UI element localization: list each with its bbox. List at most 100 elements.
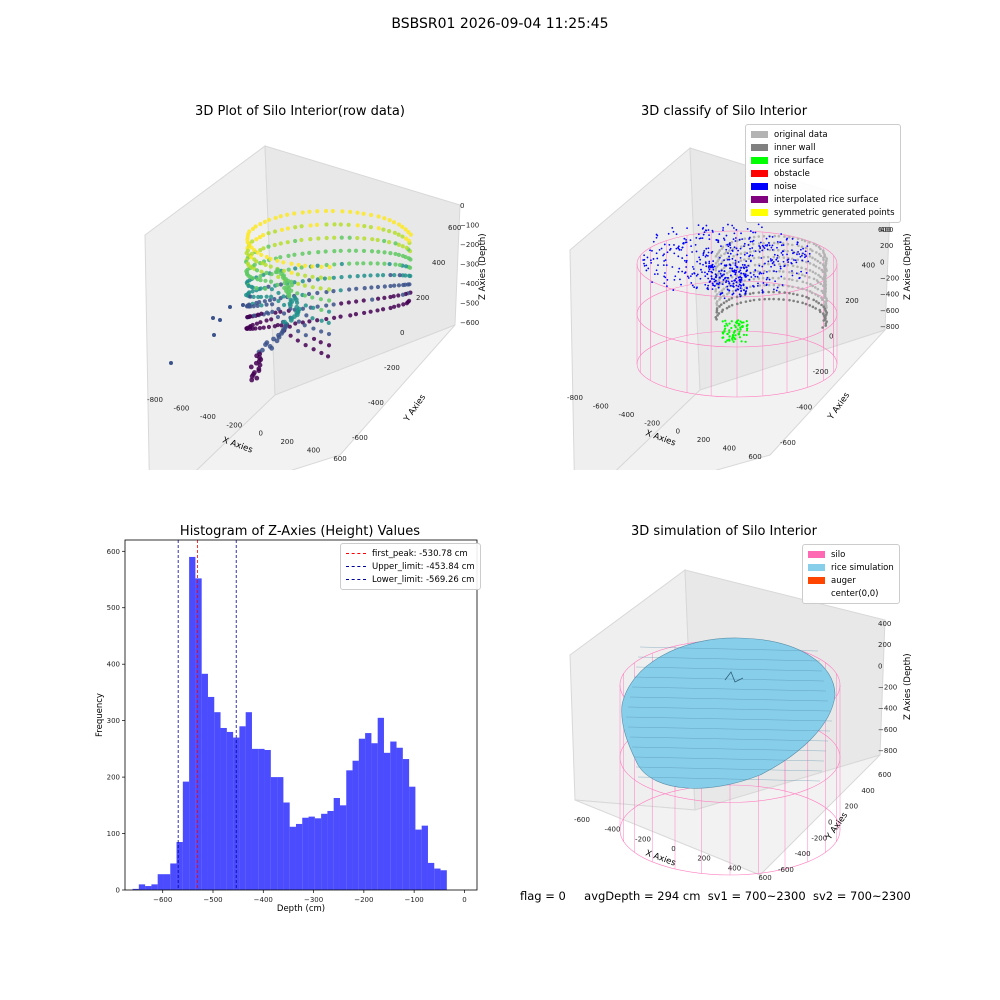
classify-point-noise [721,274,724,277]
classify-point-noise [743,253,746,256]
raw-y-tick-4: 200 [416,294,429,302]
classify-point-noise [713,278,716,281]
raw-x-tick-3: -200 [226,421,242,429]
classify-point-noise [761,244,764,247]
raw-point [407,273,412,278]
histogram-y-ticks: 0 100 200 300 400 500 600 [107,548,125,895]
raw-point [404,236,409,241]
histogram-y-label: Frequency [95,693,105,737]
raw-point [311,326,316,331]
classify-point-noise [768,278,771,281]
classify-point-wall [825,320,828,323]
histogram-bar [440,870,447,890]
raw-point [307,250,312,255]
classify-point-wall [730,240,734,244]
histogram-bar [339,805,347,890]
classify-point-noise [706,273,709,276]
raw-point [331,289,336,294]
raw-point [269,345,275,351]
classify-point-wall [772,255,776,259]
simulation-legend-swatch [808,551,825,558]
classify-point-noise [740,266,743,269]
classify-point-noise [667,232,670,235]
classify-point-wall [800,238,804,242]
classify-point-noise [725,234,728,237]
raw-point [376,226,381,231]
classify-point-rice [740,340,743,343]
classify-point-noise [725,264,728,267]
raw-point [406,256,411,261]
raw-y-ticks: -600 -400 -200 0 200 400 600 [352,224,461,442]
classify-point-noise [697,224,700,227]
raw-point [326,331,332,337]
classify-point-wall [804,246,808,250]
classify-point-noise [744,290,747,293]
raw-point [276,334,282,340]
classify-point-noise [737,261,740,263]
classify-point-wall [749,250,752,254]
classify-point-wall [778,262,781,266]
classify-point-wall [812,298,815,302]
classify-point-wall [749,285,752,289]
simulation-legend-label: silo [831,549,846,560]
raw-point [368,224,373,230]
classify-legend-swatch [751,183,768,190]
raw-point [274,269,280,275]
raw-point [266,217,272,222]
classify-point-wall [778,290,781,294]
raw-point [339,301,344,306]
classify-point-wall [723,252,726,256]
histogram-y-tick-label: 500 [107,604,120,612]
raw-point [369,249,375,254]
raw-point [250,276,255,281]
classify-point-wall [825,269,828,272]
classify-point-rice [738,330,741,333]
histogram-legend-line [346,553,366,554]
classify-point-wall [822,251,825,254]
classify-point-wall [752,270,756,274]
classify-point-noise [707,277,710,280]
histogram-legend-label: first_peak: -530.78 cm [372,548,468,559]
classify-point-noise [741,263,744,266]
classify-point-noise [752,273,755,276]
raw-point [387,229,392,234]
classify-point-noise [804,250,807,253]
classify-point-noise [645,269,648,272]
classify-point-wall [731,289,735,293]
raw-point [392,304,397,309]
raw-point [289,282,295,288]
raw-point [361,248,367,254]
classify-point-noise [722,237,725,240]
raw-point [285,212,290,217]
classify-panel-title: 3D classify of Silo Interior [640,104,808,119]
classify-point-wall [791,264,795,268]
classify-point-noise [647,267,650,270]
classify-point-noise [705,224,708,227]
raw-point [387,261,392,267]
classify-legend-entry: interpolated rice surface [751,193,895,206]
raw-point [272,242,277,248]
raw-point [270,302,275,307]
classify-point-wall [821,277,825,281]
classify-point-wall [753,263,757,267]
classify-point-wall [815,251,818,254]
classify-point-wall [814,272,817,275]
classify-point-wall [824,309,827,312]
classify-point-wall [732,254,735,258]
classify-point-noise [736,253,739,256]
raw-point [249,255,254,260]
classify-point-wall [803,274,807,278]
raw-point [261,246,266,251]
classify-point-noise [776,286,779,289]
classify-point-noise [759,247,762,250]
classify-point-noise [786,253,788,256]
classify-point-wall [814,293,817,296]
classify-point-wall [735,295,739,299]
classify-point-noise [699,262,701,265]
simulation-panel-title: 3D simulation of Silo Interior [631,524,817,539]
classify-point-wall [824,288,827,291]
raw-point [375,273,380,278]
classify-point-wall [817,273,820,277]
classify-point-wall [823,253,826,256]
raw-point [276,298,281,304]
